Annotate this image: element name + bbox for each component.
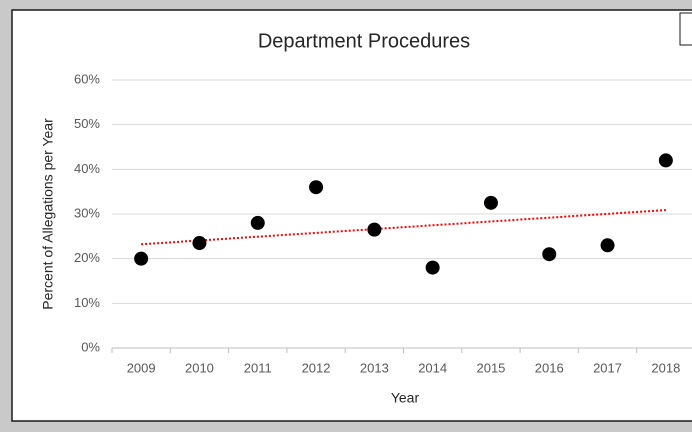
y-tick-label: 10% <box>74 295 100 310</box>
data-point <box>250 215 265 230</box>
x-tick-label: 2017 <box>593 360 622 375</box>
y-tick-label: 0% <box>81 339 100 354</box>
x-tick-label: 2018 <box>651 360 680 375</box>
x-tick-label: 2013 <box>360 360 389 375</box>
data-point <box>542 247 557 262</box>
y-tick-label: 30% <box>74 205 100 220</box>
data-point <box>600 238 615 253</box>
chart-title: Department Procedures <box>258 30 470 52</box>
x-tick-label: 2009 <box>127 360 156 375</box>
x-tick-label: 2012 <box>302 360 331 375</box>
y-tick-label: 60% <box>74 71 100 86</box>
data-point <box>309 180 324 195</box>
data-point <box>192 236 207 251</box>
data-point <box>134 251 149 266</box>
x-axis-title: Year <box>391 390 420 406</box>
data-point <box>367 222 382 237</box>
data-point <box>483 195 498 210</box>
x-tick-label: 2015 <box>476 360 505 375</box>
y-tick-label: 20% <box>74 250 100 265</box>
x-tick-label: 2014 <box>418 360 447 375</box>
y-tick-label: 40% <box>74 161 100 176</box>
x-tick-label: 2010 <box>185 360 214 375</box>
y-tick-label: 50% <box>74 116 100 131</box>
overlay-box <box>679 12 692 46</box>
x-tick-label: 2011 <box>244 360 272 375</box>
y-axis-title: Percent of Allegations per Year <box>40 118 56 310</box>
data-point <box>425 260 440 275</box>
x-tick-label: 2016 <box>535 360 564 375</box>
data-point <box>658 153 673 168</box>
